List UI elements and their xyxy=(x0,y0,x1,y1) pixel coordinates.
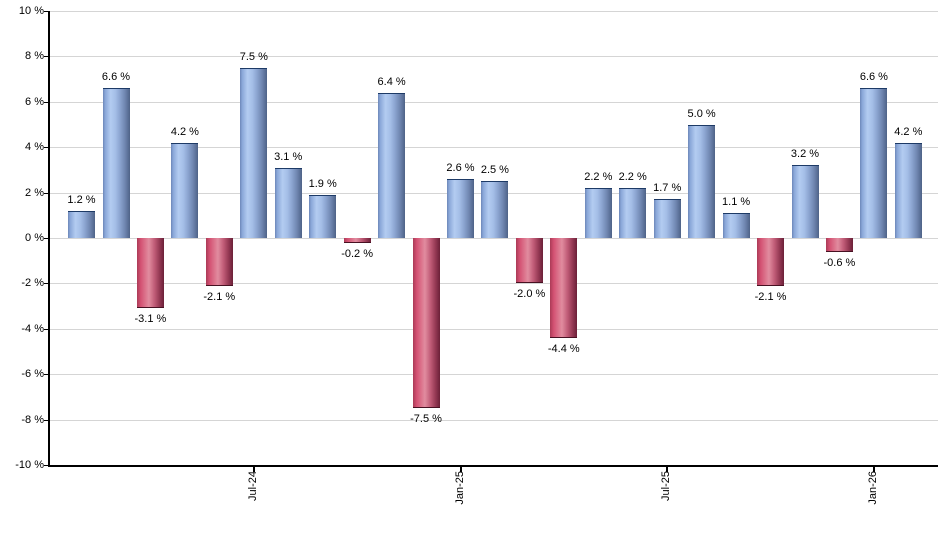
bar-value-label: 1.2 % xyxy=(67,193,96,206)
bar xyxy=(860,88,888,238)
y-axis-tick xyxy=(44,147,48,149)
y-gridline xyxy=(48,328,938,330)
bar xyxy=(378,92,406,238)
y-axis-tick-label: 2 % xyxy=(25,186,44,199)
bar-value-label: 6.4 % xyxy=(377,75,406,88)
bar-value-label: 4.2 % xyxy=(170,125,199,138)
bar-value-label: 5.0 % xyxy=(687,107,716,120)
bar-value-label: -0.2 % xyxy=(341,247,373,260)
y-axis-tick-label: -8 % xyxy=(21,413,44,426)
y-axis-tick xyxy=(44,192,48,194)
bar-value-label: 2.2 % xyxy=(584,171,613,184)
bar-value-label: -2.0 % xyxy=(513,288,546,301)
y-axis-line xyxy=(48,11,50,467)
bar xyxy=(102,88,130,238)
bar xyxy=(171,142,199,238)
bar xyxy=(722,213,750,238)
bar-value-label: 2.2 % xyxy=(618,171,647,184)
y-axis-tick xyxy=(44,465,48,466)
bar xyxy=(791,165,819,238)
y-gridline xyxy=(48,374,938,376)
bar-value-label: 6.6 % xyxy=(859,71,888,84)
bar-value-label: 1.9 % xyxy=(308,177,337,190)
y-gridline xyxy=(48,101,938,103)
y-gridline xyxy=(48,147,938,149)
bar xyxy=(757,238,784,286)
bar xyxy=(68,210,95,238)
y-axis-tick-label: -4 % xyxy=(21,322,44,335)
x-axis-tick-label: Jan-26 xyxy=(866,471,879,505)
x-axis-line xyxy=(48,465,938,467)
x-axis-tick-label: Jul-24 xyxy=(246,471,259,501)
bar-value-label: -2.1 % xyxy=(754,290,787,303)
x-axis-tick xyxy=(252,466,255,472)
y-axis-tick xyxy=(44,56,48,58)
bar xyxy=(447,179,474,238)
y-gridline xyxy=(48,238,938,239)
bar-value-label: -7.5 % xyxy=(410,413,442,426)
y-axis-tick-label: 4 % xyxy=(25,141,44,154)
y-axis-tick xyxy=(44,374,48,376)
y-axis-tick-label: -2 % xyxy=(21,277,44,290)
y-axis-tick-label: 0 % xyxy=(25,232,44,244)
bar xyxy=(309,194,337,238)
bar-value-label: -0.6 % xyxy=(823,256,856,269)
x-axis-tick-label: Jul-25 xyxy=(660,471,673,501)
y-axis-tick xyxy=(44,328,48,330)
y-axis-tick xyxy=(44,419,48,421)
bar xyxy=(653,199,681,238)
x-axis-tick xyxy=(459,466,462,472)
bar xyxy=(688,124,716,238)
bar-value-label: 6.6 % xyxy=(101,71,131,84)
bar xyxy=(825,238,853,252)
bar xyxy=(515,238,543,284)
y-axis-tick xyxy=(44,101,48,103)
x-axis-tick xyxy=(666,466,669,472)
bar xyxy=(136,238,164,309)
bar-value-label: 3.1 % xyxy=(274,150,303,163)
x-axis-tick-label: Jan-25 xyxy=(453,471,466,505)
bar-value-label: 2.5 % xyxy=(480,164,509,177)
bar xyxy=(481,181,509,239)
y-axis-tick-label: 10 % xyxy=(18,5,44,17)
bar-value-label: 1.7 % xyxy=(653,182,682,195)
bar-value-label: 1.1 % xyxy=(722,196,751,208)
bar xyxy=(584,188,612,238)
bar xyxy=(274,167,302,238)
bar-value-label: 2.6 % xyxy=(446,162,475,174)
y-gridline xyxy=(48,283,938,285)
bar xyxy=(550,238,578,338)
y-axis-tick-label: -6 % xyxy=(21,368,44,381)
bar-value-label: -4.4 % xyxy=(547,342,580,355)
bar xyxy=(894,142,922,238)
x-axis-tick xyxy=(872,466,875,472)
bar-value-label: -2.1 % xyxy=(203,290,236,303)
bar xyxy=(343,238,371,243)
bar-value-label: 7.5 % xyxy=(239,50,268,63)
y-gridline xyxy=(48,11,938,12)
y-gridline xyxy=(48,56,938,58)
bar-value-label: 3.2 % xyxy=(790,148,820,161)
bar-value-label: 4.2 % xyxy=(894,125,923,138)
y-gridline xyxy=(48,419,938,421)
y-axis-tick-label: -10 % xyxy=(15,459,44,471)
bar xyxy=(412,238,440,409)
bar xyxy=(240,67,268,239)
y-axis-tick-label: 8 % xyxy=(25,50,44,63)
y-axis-tick xyxy=(44,283,48,285)
bar xyxy=(205,238,233,286)
y-axis-tick xyxy=(44,238,48,239)
bar-value-label: -3.1 % xyxy=(134,313,167,326)
y-axis-tick xyxy=(44,11,48,12)
y-axis-tick-label: 6 % xyxy=(25,95,44,108)
bar xyxy=(619,188,647,238)
